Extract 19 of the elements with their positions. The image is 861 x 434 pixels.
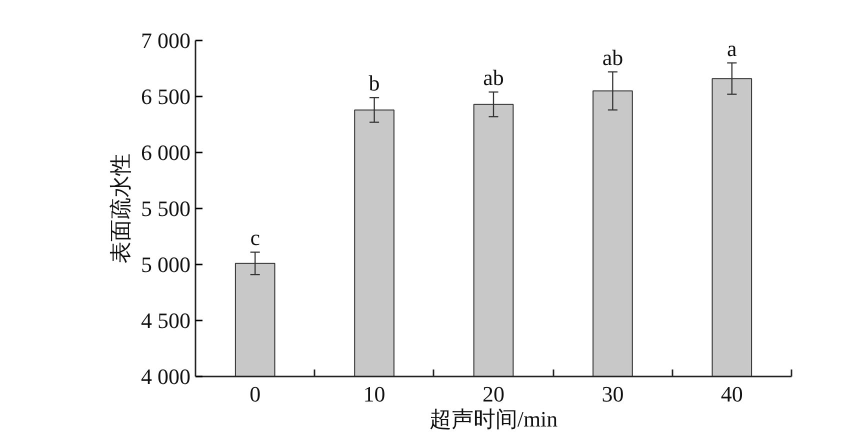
annotation: ab xyxy=(483,65,504,90)
y-tick-label: 4 500 xyxy=(141,308,190,333)
annotation: c xyxy=(250,225,260,250)
y-tick-label: 5 000 xyxy=(141,252,190,277)
x-tick-label: 20 xyxy=(482,382,504,406)
annotation: a xyxy=(727,36,738,61)
x-tick-label: 40 xyxy=(720,382,743,406)
y-tick-label: 5 500 xyxy=(141,196,190,221)
y-axis-title: 表面疏水性 xyxy=(108,154,133,264)
x-tick-label: 10 xyxy=(363,382,386,406)
x-tick-label: 0 xyxy=(250,382,261,406)
x-tick-label: 30 xyxy=(602,382,624,406)
annotation: ab xyxy=(602,44,624,70)
y-tick-label: 7 000 xyxy=(141,28,190,53)
y-tick-label: 4 000 xyxy=(141,364,190,389)
annotation: b xyxy=(368,70,380,96)
x-axis-title: 超声时间/min xyxy=(429,406,558,432)
y-tick-label: 6 000 xyxy=(141,140,190,165)
y-tick-label: 6 500 xyxy=(141,84,190,109)
